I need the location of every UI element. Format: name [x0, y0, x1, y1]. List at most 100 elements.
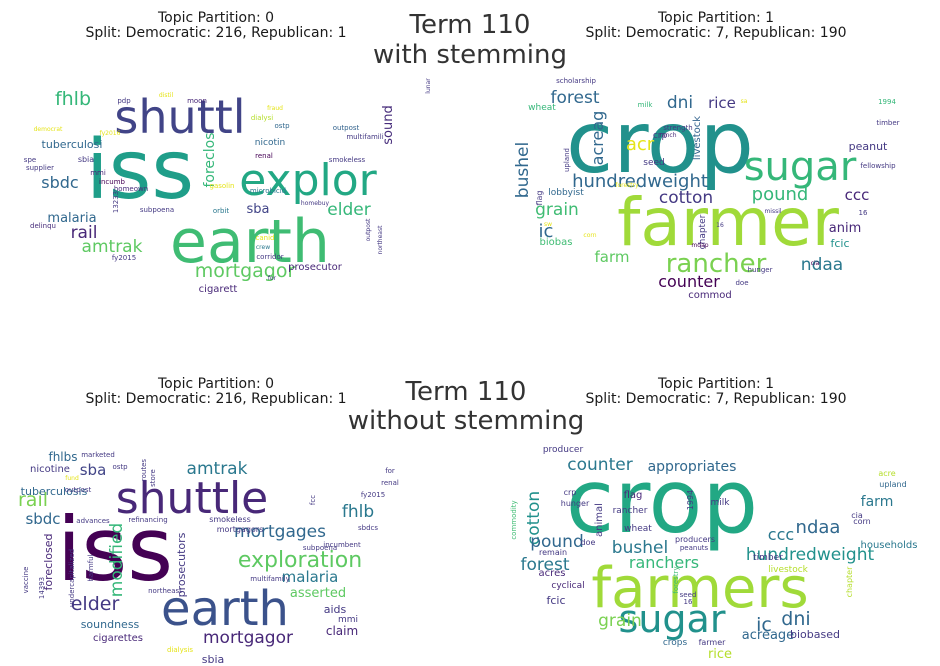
word-cloud-word: milk	[638, 101, 654, 109]
word-cloud-word: 14393	[38, 577, 46, 599]
word-cloud-word: peanut	[849, 140, 888, 153]
word-cloud-word: malaria	[282, 568, 339, 586]
word-cloud-word: rancher	[613, 506, 648, 516]
word-cloud-word: farmer	[699, 638, 727, 647]
word-cloud-word: sbdc	[25, 510, 60, 528]
word-cloud-word: foreclosed	[42, 534, 55, 591]
word-cloud-word: ranchers	[629, 553, 699, 572]
word-cloud-word: northeast	[148, 587, 182, 595]
word-cloud-word: supplier	[26, 164, 54, 172]
word-cloud-word: fcic	[830, 237, 849, 250]
word-cloud-word: flag	[624, 490, 643, 501]
word-cloud-word: upland	[879, 480, 906, 489]
word-cloud-word: nicotine	[30, 464, 70, 475]
word-cloud-word: sw	[544, 221, 552, 228]
word-cloud-word: mmi	[90, 169, 106, 177]
word-cloud-word: grain	[535, 200, 579, 220]
word-cloud-word: hundredweight	[572, 171, 708, 192]
word-cloud-word: pound	[530, 532, 584, 552]
word-cloud-word: canid	[256, 234, 275, 242]
word-cloud-word: producer	[543, 445, 584, 455]
word-cloud-word: modified	[107, 523, 127, 597]
word-cloud-word: cigarett	[199, 284, 238, 295]
word-cloud-word: corn	[853, 517, 871, 526]
word-cloud-word: dialysis	[167, 646, 193, 654]
word-cloud-word: bushel	[513, 142, 533, 198]
word-cloud-word: timber	[753, 553, 783, 563]
word-cloud-word: 16	[859, 209, 868, 217]
word-cloud-word: crop	[566, 93, 754, 193]
panel-title-unstemmed-p1-split: Split: Democratic: 7, Republican: 190	[585, 391, 847, 407]
word-cloud-word: fellowship	[860, 162, 896, 170]
word-cloud-word: lobbyist	[548, 188, 584, 198]
word-cloud-word: commod	[688, 290, 732, 301]
word-cloud-word: sbdcs	[358, 524, 378, 532]
word-cloud-word: sugar	[619, 597, 726, 641]
word-cloud-word: shuttl	[114, 90, 245, 144]
word-cloud-word: ic	[756, 614, 772, 636]
figure-title-stemmed-line1: Term 110	[409, 10, 531, 40]
word-cloud-word: fcc	[309, 495, 317, 505]
word-cloud-word: tuberculosi	[42, 138, 103, 151]
word-cloud-word: renal	[255, 152, 273, 160]
word-cloud-word: sa	[741, 98, 748, 105]
word-cloud-word: ranch	[659, 132, 676, 139]
word-cloud-word: forest	[551, 88, 600, 108]
word-cloud-word: missil	[764, 208, 781, 215]
word-cloud-word: acre	[878, 469, 895, 478]
word-cloud-word: soundness	[81, 618, 140, 631]
word-cloud-word: gasolin	[210, 182, 235, 190]
word-cloud-word: incumbent	[323, 541, 361, 549]
word-cloud-word: delinqu	[30, 222, 56, 230]
word-cloud-word: farmers	[591, 556, 808, 621]
word-cloud-word: outpost	[333, 124, 360, 132]
word-cloud-word: 16	[684, 598, 693, 606]
word-cloud-word: counter	[658, 272, 720, 291]
word-cloud-word: incumb	[99, 178, 125, 186]
word-cloud-word: subpoena	[303, 544, 337, 552]
word-cloud-word: doe	[735, 279, 748, 287]
word-cloud-word: chapter	[845, 566, 854, 598]
word-cloud-word: peanuts	[680, 544, 709, 552]
word-cloud-word: 13233	[112, 191, 120, 213]
word-cloud-word: subpoena	[140, 206, 174, 214]
word-cloud-word: hunger	[561, 499, 590, 508]
word-cloud-word: ndaa	[796, 517, 841, 538]
word-cloud-word: claim	[326, 624, 358, 638]
word-cloud-word: multifamily	[250, 575, 290, 583]
word-cloud-word: outpost	[65, 486, 92, 494]
word-cloud-word: hunger	[748, 266, 773, 274]
word-cloud-word: foreclos	[202, 132, 218, 187]
panel-title-stemmed-p1-split: Split: Democratic: 7, Republican: 190	[585, 25, 847, 41]
word-cloud-word: smokeless	[209, 515, 251, 524]
word-cloud-word: asserted	[290, 586, 346, 601]
word-cloud-word: 16	[716, 222, 724, 229]
word-cloud-word: upland	[563, 148, 571, 172]
word-cloud-word: crop	[566, 450, 758, 553]
word-cloud-word: crew	[256, 244, 270, 251]
word-cloud-word: fhlb	[55, 88, 91, 110]
word-cloud-word: tuberculosis	[21, 485, 88, 498]
word-cloud-word: seed	[643, 158, 664, 168]
word-cloud-word: store	[149, 469, 157, 487]
word-cloud-word: iss	[57, 498, 173, 601]
word-cloud-word: crp	[653, 131, 668, 141]
word-cloud-word: northeast	[377, 225, 384, 255]
word-cloud-word: multifamili	[346, 133, 383, 141]
word-cloud-word: lunar	[425, 78, 432, 94]
word-cloud-word: sugar	[744, 144, 857, 190]
word-cloud-word: biobased	[790, 628, 840, 641]
word-cloud-word: dni	[667, 93, 693, 113]
word-cloud-word: fund	[65, 475, 79, 482]
word-cloud-word: acreage	[742, 628, 794, 643]
word-cloud-word: corn	[583, 232, 596, 239]
word-cloud-word: mdap	[691, 242, 708, 249]
word-cloud-word: homebuy	[301, 200, 330, 207]
word-cloud-word: ndaa	[801, 255, 843, 275]
word-cloud-word: producers	[675, 535, 715, 544]
word-cloud-word: for	[268, 275, 277, 282]
word-cloud-word: democrat	[34, 126, 63, 133]
word-cloud-word: 1994	[878, 98, 896, 106]
word-cloud-word: cotton	[659, 188, 713, 208]
